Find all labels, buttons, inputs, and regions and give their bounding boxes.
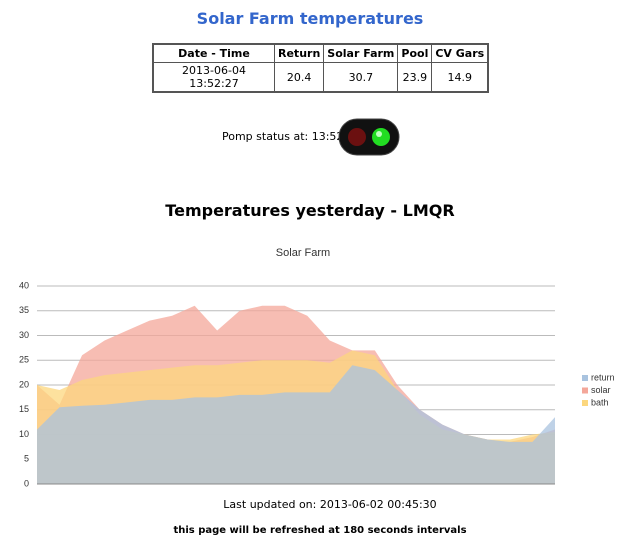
cell: 30.7	[323, 62, 399, 93]
y-tick-label: 10	[19, 429, 29, 439]
header-cell: CV Gars	[431, 43, 489, 63]
light-housing	[338, 118, 400, 156]
header-cell: Pool	[397, 43, 433, 63]
page-title: Solar Farm temperatures	[196, 9, 424, 28]
y-tick-label: 40	[19, 280, 29, 290]
status-light	[338, 118, 400, 156]
legend-label: bath	[591, 397, 609, 407]
table-row: 2013-06-04 13:52:27 20.4 30.7 23.9 14.9	[152, 62, 489, 93]
y-tick-label: 35	[19, 305, 29, 315]
legend-swatch	[582, 387, 588, 394]
header-cell: Solar Farm	[323, 43, 399, 63]
header-cell: Return	[273, 43, 325, 63]
cell: 23.9	[397, 62, 433, 93]
table-header: Date - Time Return Solar Farm Pool CV Ga…	[152, 43, 489, 63]
y-tick-label: 5	[24, 454, 29, 464]
cell: 2013-06-04 13:52:27	[152, 62, 275, 93]
legend-label: solar	[591, 385, 611, 395]
refresh-note: this page will be refreshed at 180 secon…	[173, 525, 467, 536]
chart-title: Solar Farm	[276, 247, 330, 259]
y-tick-label: 20	[19, 379, 29, 389]
last-updated: Last updated on: 2013-06-02 00:45:30	[223, 498, 437, 511]
header-cell: Date - Time	[152, 43, 275, 63]
pump-status: Pomp status at: 13:52	[222, 130, 344, 143]
y-tick-label: 30	[19, 330, 29, 340]
y-tick-label: 15	[19, 404, 29, 414]
chart: Solar Farm 0 5 10 15 20 25 30 35 40 return solar ba…	[19, 247, 615, 488]
cell: 14.9	[431, 62, 489, 93]
area	[37, 365, 555, 484]
green-light	[372, 128, 390, 146]
y-tick-label: 25	[19, 355, 29, 365]
legend-swatch	[582, 375, 588, 381]
legend-label: return	[591, 372, 615, 382]
section-heading: Temperatures yesterday - LMQR	[165, 201, 455, 220]
readings-table: Date - Time Return Solar Farm Pool CV Ga…	[152, 43, 490, 93]
legend-swatch	[582, 400, 588, 406]
red-light	[348, 128, 366, 146]
y-tick-label: 0	[24, 478, 29, 488]
green-highlight	[376, 131, 382, 137]
cell: 20.4	[273, 62, 325, 93]
